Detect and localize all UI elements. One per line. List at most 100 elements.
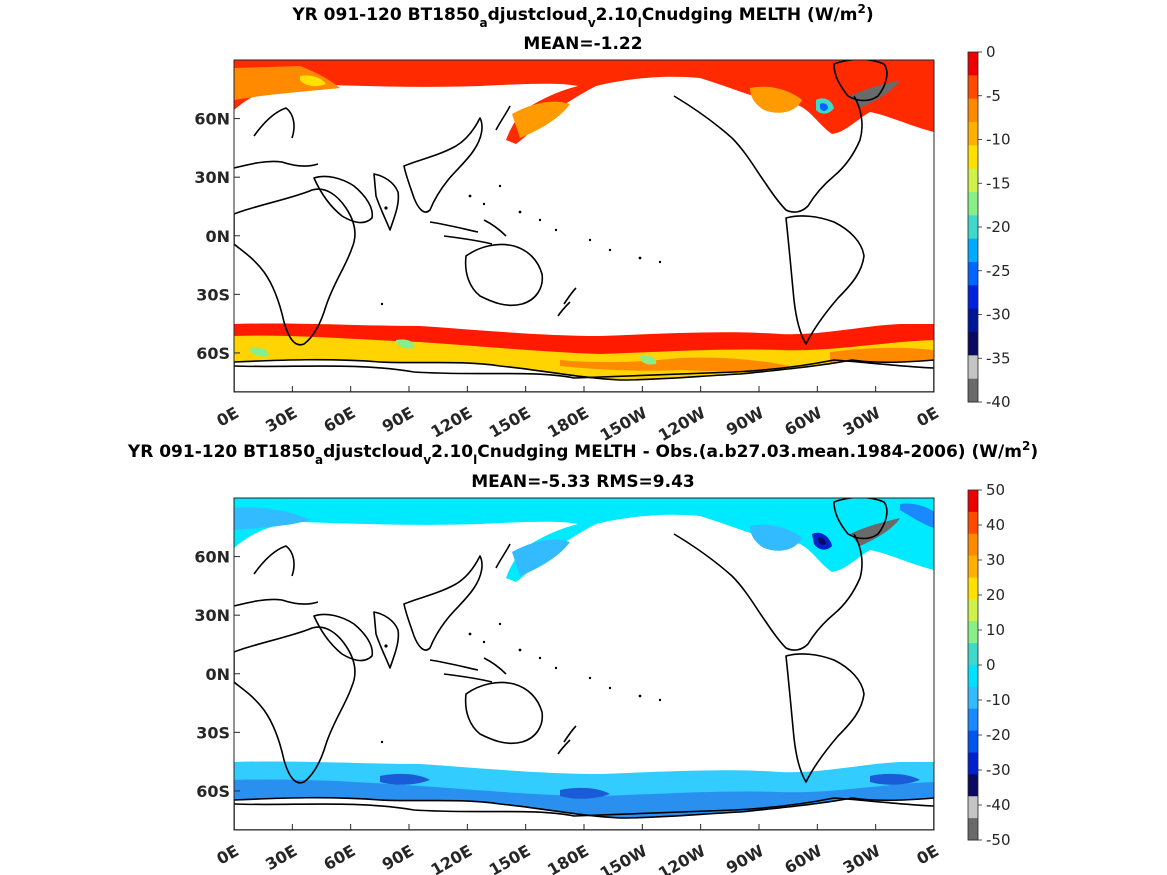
colorbar-tick-label: -30 — [986, 306, 1011, 324]
labrador-blue-patch — [820, 103, 828, 111]
colorbar-segment — [968, 355, 978, 380]
colorbar-segment — [968, 52, 978, 76]
colorbar-tick-label: 30 — [986, 551, 1005, 569]
baltic-patch — [300, 75, 326, 87]
colorbar-tick-label: -20 — [986, 726, 1011, 744]
x-tick-label: 30W — [840, 841, 884, 875]
x-tick-label: 120W — [655, 403, 709, 445]
x-tick-label: 30E — [262, 403, 300, 436]
y-tick-label: 0N — [205, 665, 230, 684]
x-tick-label: 60E — [320, 403, 358, 436]
colorbar-segment — [968, 533, 978, 557]
x-tick-label: 150W — [597, 841, 651, 875]
panel-top: YR 091-120 BT1850adjustcloudv2.10lCnudgi… — [194, 2, 1010, 445]
colorbar-tick-label: -10 — [986, 131, 1011, 149]
colorbar-tick-label: 50 — [986, 481, 1005, 499]
x-tick-label: 150E — [486, 403, 534, 442]
panel-bottom-title: YR 091-120 BT1850adjustcloudv2.10lCnudgi… — [127, 439, 1038, 467]
colorbar-segment — [968, 192, 978, 216]
colorbar-tick-label: -15 — [986, 174, 1011, 192]
okhotsk-orange-patch — [512, 101, 570, 138]
x-tick-label: 90E — [379, 841, 417, 874]
y-tick-label: 60N — [194, 110, 230, 129]
x-tick-label: 150W — [597, 403, 651, 445]
colorbar-tick-label: -40 — [986, 393, 1011, 411]
colorbar-segment — [968, 665, 978, 688]
panel-bottom: YR 091-120 BT1850adjustcloudv2.10lCnudgi… — [127, 439, 1038, 875]
x-tick-label: 90W — [723, 841, 767, 875]
y-tick-label: 0N — [205, 227, 230, 246]
x-tick-label: 120E — [427, 403, 475, 442]
colorbar-segment — [968, 730, 978, 753]
colorbar-segment — [968, 708, 978, 732]
colorbar-segment — [968, 686, 978, 710]
hudson-bay-patch — [750, 86, 802, 113]
panel-top-colorbar: 0 -5 -10 -15 -20 -25 -30 -35 -40 — [967, 43, 1011, 411]
colorbar-tick-label: 10 — [986, 621, 1005, 639]
colorbar-segment — [968, 332, 978, 356]
colorbar-tick-label: -35 — [986, 349, 1011, 367]
arctic-orange-patch — [234, 66, 340, 100]
nordic-blue — [900, 503, 934, 528]
panel-top-map — [234, 60, 934, 392]
x-tick-label: 60W — [781, 403, 825, 440]
colorbar-tick-label: -40 — [986, 796, 1011, 814]
labrador-navy — [818, 537, 826, 545]
x-tick-label: 180E — [544, 841, 592, 875]
antarctica-land-2 — [234, 796, 934, 830]
colorbar-segment — [968, 308, 978, 333]
colorbar-tick-label: -10 — [986, 691, 1011, 709]
colorbar-tick-label: -5 — [986, 87, 1001, 105]
arctic-melt-region — [234, 60, 934, 144]
x-tick-label: 0E — [213, 403, 242, 430]
x-tick-label: 180E — [544, 403, 592, 442]
x-tick-label: 0E — [913, 841, 942, 868]
colorbar-segment — [968, 490, 978, 513]
colorbar-segment — [968, 378, 978, 403]
antarctica-land — [234, 358, 934, 392]
x-tick-label: 120W — [655, 841, 709, 875]
y-tick-label: 60N — [194, 548, 230, 567]
colorbar-segment — [968, 621, 978, 644]
arctic-bias-region — [234, 498, 934, 582]
colorbar-segment — [968, 555, 978, 578]
x-tick-label: 150E — [486, 841, 534, 875]
x-tick-label: 0E — [213, 841, 242, 868]
colorbar-segment — [968, 75, 978, 100]
colorbar-segment — [968, 796, 978, 819]
southern-ocean-orange-streaks — [560, 357, 790, 372]
colorbar-tick-label: -30 — [986, 761, 1011, 779]
y-tick-label: 30S — [196, 723, 230, 742]
colorbar-segment — [968, 98, 978, 123]
x-tick-label: 120E — [427, 841, 475, 875]
colorbar-tick-label: 0 — [986, 656, 996, 674]
colorbar-segment — [968, 577, 978, 600]
colorbar-segment — [968, 168, 978, 193]
x-tick-label: 60W — [781, 841, 825, 875]
x-tick-label: 0E — [913, 403, 942, 430]
colorbar-tick-label: -50 — [986, 831, 1011, 849]
panel-bottom-colorbar: 50 40 30 20 10 0 -10 -20 -30 -40 -50 — [967, 481, 1011, 849]
colorbar-segment — [968, 774, 978, 797]
panel-top-subtitle: MEAN=-1.22 — [523, 34, 642, 54]
arctic-blue-patches — [234, 507, 802, 576]
colorbar-tick-label: 0 — [986, 43, 996, 61]
y-tick-label: 60S — [196, 782, 230, 801]
x-tick-label: 30W — [840, 403, 884, 440]
colorbar-tick-label: -25 — [986, 262, 1011, 280]
x-tick-label: 90E — [379, 403, 417, 436]
panel-bottom-subtitle: MEAN=-5.33 RMS=9.43 — [471, 472, 695, 492]
colorbar-segment — [968, 262, 978, 286]
x-tick-label: 90W — [723, 403, 767, 440]
x-tick-label: 60E — [320, 841, 358, 874]
y-tick-label: 30N — [194, 606, 230, 625]
colorbar-segment — [968, 752, 978, 775]
panel-top-title: YR 091-120 BT1850adjustcloudv2.10lCnudgi… — [291, 2, 873, 30]
colorbar-segment — [968, 122, 978, 146]
colorbar-tick-label: 40 — [986, 516, 1005, 534]
colorbar-segment — [968, 643, 978, 666]
y-tick-label: 30S — [196, 285, 230, 304]
colorbar-segment — [968, 215, 978, 240]
colorbar-segment — [968, 145, 978, 170]
